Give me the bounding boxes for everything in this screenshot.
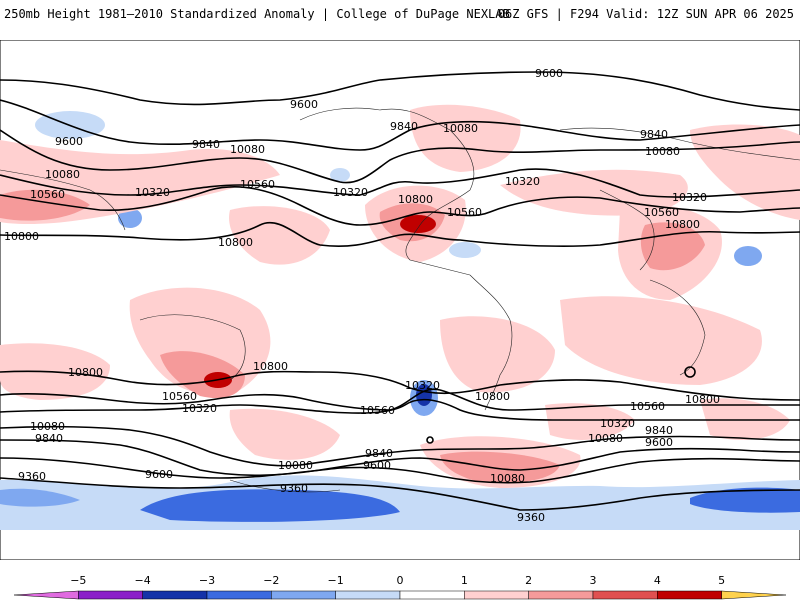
colorbar-tick-label: −1 bbox=[328, 574, 344, 587]
contour-label-9360-a: 9360 bbox=[18, 470, 46, 483]
contour-label-10800-b: 10800 bbox=[665, 218, 700, 231]
colorbar-segment bbox=[206, 590, 272, 600]
contour-label-9840-a: 9840 bbox=[390, 120, 418, 133]
contour-label-10800-h: 10800 bbox=[685, 393, 720, 406]
contour-label-9840-f: 9840 bbox=[645, 424, 673, 437]
colorbar-segment bbox=[528, 590, 594, 600]
contour-label-9840-b: 9840 bbox=[192, 138, 220, 151]
contour-label-9600-b: 9600 bbox=[290, 98, 318, 111]
colorbar-segment bbox=[464, 590, 529, 600]
contour-label-10080-a: 10080 bbox=[443, 122, 478, 135]
colorbar-segment bbox=[592, 590, 658, 600]
contour-label-group: 9600 9600 9600 9840 9840 9840 10080 1008… bbox=[4, 67, 720, 524]
contour-label-10560-c: 10560 bbox=[447, 206, 482, 219]
map-title: 250mb Height 1981–2010 Standardized Anom… bbox=[4, 7, 510, 21]
contour-label-9840-e: 9840 bbox=[365, 447, 393, 460]
contour-9840-north bbox=[0, 99, 800, 151]
contour-label-10800-g: 10800 bbox=[475, 390, 510, 403]
contour-label-10080-b: 10080 bbox=[230, 143, 265, 156]
colorbar-tick-label: 0 bbox=[397, 574, 404, 587]
contour-label-10080-c: 10080 bbox=[645, 145, 680, 158]
contour-label-10560-e: 10560 bbox=[162, 390, 197, 403]
height-contours bbox=[0, 71, 800, 511]
contour-label-10800-d: 10800 bbox=[218, 236, 253, 249]
colorbar-tick-label: 5 bbox=[718, 574, 725, 587]
contour-10800-north bbox=[0, 222, 800, 247]
colorbar-tick-label: 1 bbox=[461, 574, 468, 587]
map-frame bbox=[0, 40, 800, 560]
contour-label-10320-d: 10320 bbox=[672, 191, 707, 204]
contour-label-10320-b: 10320 bbox=[333, 186, 368, 199]
colorbar: −5 −4 −3 −2 −1 0 1 2 3 4 5 bbox=[0, 565, 800, 600]
contour-label-10080-h: 10080 bbox=[490, 472, 525, 485]
colorbar-tick-label: −4 bbox=[135, 574, 151, 587]
contour-9600-north bbox=[0, 71, 800, 111]
contour-10320-south bbox=[0, 398, 800, 421]
colorbar-tick-label: −2 bbox=[263, 574, 279, 587]
map-panel: 9600 9600 9600 9840 9840 9840 10080 1008… bbox=[0, 40, 800, 560]
colorbar-segment bbox=[142, 590, 208, 600]
colorbar-segment bbox=[335, 590, 401, 600]
contour-label-10320-f: 10320 bbox=[182, 402, 217, 415]
colorbar-high-extension bbox=[721, 590, 787, 600]
colorbar-segments bbox=[13, 590, 787, 600]
contour-label-9600-d: 9600 bbox=[145, 468, 173, 481]
colorbar-tick-label: 3 bbox=[590, 574, 597, 587]
contour-10560-north bbox=[0, 186, 800, 226]
colorbar-tick-labels: −5 −4 −3 −2 −1 0 1 2 3 4 5 bbox=[70, 574, 725, 587]
model-run-info: 06Z GFS | F294 Valid: 12Z SUN APR 06 202… bbox=[497, 7, 794, 21]
contour-label-10320-g: 10320 bbox=[600, 417, 635, 430]
contour-label-10800-e: 10800 bbox=[253, 360, 288, 373]
contour-label-10320-c: 10320 bbox=[505, 175, 540, 188]
title-bar: 250mb Height 1981–2010 Standardized Anom… bbox=[0, 0, 800, 30]
contour-label-10800-c: 10800 bbox=[4, 230, 39, 243]
colorbar-segment bbox=[399, 590, 465, 600]
colorbar-segment bbox=[657, 590, 722, 600]
coastlines bbox=[0, 107, 800, 493]
contour-label-9600-e: 9600 bbox=[363, 459, 391, 472]
colorbar-low-extension bbox=[13, 590, 79, 600]
contour-label-10080-g: 10080 bbox=[588, 432, 623, 445]
contour-label-10080-e: 10080 bbox=[30, 420, 65, 433]
contour-label-9840-c: 9840 bbox=[640, 128, 668, 141]
colorbar-tick-label: 2 bbox=[525, 574, 532, 587]
contour-label-10560-d: 10560 bbox=[644, 206, 679, 219]
contour-label-10800-f: 10800 bbox=[68, 366, 103, 379]
contour-label-10080-f: 10080 bbox=[278, 459, 313, 472]
contour-label-9360-c: 9360 bbox=[517, 511, 545, 524]
colorbar-tick-label: −5 bbox=[70, 574, 86, 587]
positive-anomaly-shading bbox=[0, 104, 800, 488]
contour-10080-south bbox=[0, 425, 800, 467]
contour-label-10560-f: 10560 bbox=[360, 404, 395, 417]
contour-label-10560-g: 10560 bbox=[630, 400, 665, 413]
contour-label-10080-d: 10080 bbox=[45, 168, 80, 181]
contour-label-10560-a: 10560 bbox=[30, 188, 65, 201]
contour-10080-north bbox=[0, 129, 800, 184]
contour-9360-south bbox=[0, 477, 800, 511]
contour-label-10320-a: 10320 bbox=[135, 186, 170, 199]
colorbar-tick-label: 4 bbox=[654, 574, 661, 587]
contour-label-10560-b: 10560 bbox=[240, 178, 275, 191]
contour-label-9360-b: 9360 bbox=[280, 482, 308, 495]
contour-label-9600-c: 9600 bbox=[55, 135, 83, 148]
contour-10800-south bbox=[0, 370, 800, 401]
contour-label-9600-a: 9600 bbox=[535, 67, 563, 80]
contour-label-9840-d: 9840 bbox=[35, 432, 63, 445]
contour-9840-south bbox=[0, 439, 800, 477]
colorbar-segment bbox=[271, 590, 336, 600]
contour-label-10800-a: 10800 bbox=[398, 193, 433, 206]
contour-label-9600-f: 9600 bbox=[645, 436, 673, 449]
contour-9600-south bbox=[0, 457, 800, 484]
contour-label-10320-e: 10320 bbox=[405, 379, 440, 392]
colorbar-segment bbox=[78, 590, 143, 600]
colorbar-tick-label: −3 bbox=[199, 574, 215, 587]
contour-10320-north bbox=[0, 168, 800, 198]
